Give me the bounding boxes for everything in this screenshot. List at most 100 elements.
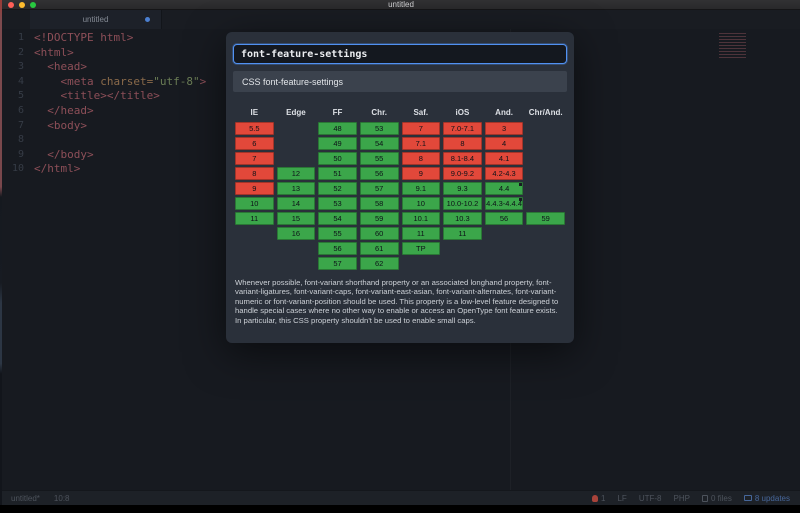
support-cell[interactable]: 9.3: [443, 182, 482, 195]
code-line[interactable]: </html>: [34, 162, 206, 177]
support-cell[interactable]: 55: [359, 152, 399, 165]
support-cell[interactable]: 4.2-4.3: [484, 167, 524, 180]
support-cell[interactable]: 9: [401, 167, 441, 180]
status-errors[interactable]: 1: [592, 494, 605, 503]
support-cell[interactable]: 9: [235, 182, 274, 195]
support-cell[interactable]: 61: [359, 242, 399, 255]
search-input[interactable]: [233, 44, 567, 64]
column-header: Edge: [286, 108, 306, 117]
code-line[interactable]: </body>: [34, 148, 206, 163]
code-line[interactable]: <body>: [34, 119, 206, 134]
support-cell[interactable]: 4.1: [484, 152, 524, 165]
empty-cell: [235, 257, 274, 270]
support-cell[interactable]: 55: [318, 227, 357, 240]
support-cell[interactable]: 62: [359, 257, 399, 270]
status-encoding[interactable]: UTF-8: [639, 494, 662, 503]
support-cell[interactable]: 6: [235, 137, 274, 150]
minimap[interactable]: [719, 33, 746, 60]
support-cell[interactable]: 50: [318, 152, 357, 165]
code-line[interactable]: <html>: [34, 46, 206, 61]
support-cell[interactable]: 14: [276, 197, 316, 210]
code-line[interactable]: <head>: [34, 60, 206, 75]
support-cell[interactable]: 7.0-7.1: [443, 122, 482, 135]
support-cell[interactable]: 54: [318, 212, 357, 225]
code-line[interactable]: <meta charset="utf-8">: [34, 75, 207, 90]
support-cell[interactable]: 58: [359, 197, 399, 210]
support-cell[interactable]: 9.1: [401, 182, 441, 195]
support-table-body: 5.5 48 53 7 7.0-7.1 3 6 49 54 7.1 8 4 7 50 55 8 8.1-8.4 4…: [235, 122, 565, 270]
code-line[interactable]: [34, 133, 206, 148]
support-cell[interactable]: 57: [318, 257, 357, 270]
support-cell[interactable]: 54: [359, 137, 399, 150]
support-cell[interactable]: 59: [359, 212, 399, 225]
support-cell[interactable]: 49: [318, 137, 357, 150]
support-cell[interactable]: 15: [276, 212, 316, 225]
support-cell[interactable]: 16: [276, 227, 316, 240]
search-result-item[interactable]: CSS font-feature-settings: [233, 71, 567, 92]
status-syntax[interactable]: PHP: [674, 494, 690, 503]
zoom-window-button[interactable]: [30, 2, 36, 8]
support-cell[interactable]: 56: [359, 167, 399, 180]
support-cell[interactable]: 48: [318, 122, 357, 135]
support-cell[interactable]: 59: [526, 212, 565, 225]
tab-untitled[interactable]: untitled: [30, 10, 162, 29]
support-cell[interactable]: 4.4.3-4.4.4: [484, 197, 524, 210]
support-cell[interactable]: 51: [318, 167, 357, 180]
support-cell[interactable]: 10: [401, 197, 441, 210]
status-updates[interactable]: 8 updates: [743, 494, 790, 503]
code-lines[interactable]: <!DOCTYPE html> <html> <head> <meta chars…: [34, 31, 206, 177]
support-cell[interactable]: 8: [235, 167, 274, 180]
support-cell[interactable]: 11: [443, 227, 482, 240]
support-cell[interactable]: 9.0-9.2: [443, 167, 482, 180]
window-titlebar: untitled: [2, 0, 800, 10]
support-cell[interactable]: 11: [235, 212, 274, 225]
support-cell[interactable]: 3: [484, 122, 524, 135]
close-window-button[interactable]: [8, 2, 14, 8]
support-cell[interactable]: 8: [443, 137, 482, 150]
empty-cell: [526, 137, 565, 150]
support-cell[interactable]: 10.1: [401, 212, 441, 225]
support-cell[interactable]: 11: [401, 227, 441, 240]
support-cell[interactable]: 13: [276, 182, 316, 195]
support-cell[interactable]: 56: [484, 212, 524, 225]
support-cell[interactable]: 53: [359, 122, 399, 135]
support-cell[interactable]: 10.3: [443, 212, 482, 225]
support-cell[interactable]: 56: [318, 242, 357, 255]
support-cell[interactable]: 7: [235, 152, 274, 165]
status-cursor-position[interactable]: 10:8: [53, 493, 70, 503]
status-files[interactable]: 0 files: [701, 494, 732, 503]
status-line-ending[interactable]: LF: [617, 494, 626, 503]
support-cell[interactable]: 4.4: [484, 182, 524, 195]
code-line[interactable]: <!DOCTYPE html>: [34, 31, 206, 46]
code-token: <head>: [47, 60, 87, 74]
error-count: 1: [601, 493, 606, 503]
support-cell[interactable]: 10.0-10.2: [443, 197, 482, 210]
line-number: 5: [17, 90, 24, 102]
empty-cell: [526, 182, 565, 195]
empty-cell: [526, 242, 565, 255]
bug-icon: [592, 494, 599, 502]
support-cell[interactable]: 10: [235, 197, 274, 210]
support-cell[interactable]: 7: [401, 122, 441, 135]
support-cell[interactable]: 53: [318, 197, 357, 210]
code-token: [34, 148, 47, 161]
support-cell[interactable]: 12: [276, 167, 316, 180]
support-cell[interactable]: 8: [401, 152, 441, 165]
feature-description: Whenever possible, font-variant shorthan…: [235, 278, 559, 325]
support-cell[interactable]: 5.5: [235, 122, 274, 135]
support-cell[interactable]: 4: [484, 137, 524, 150]
support-cell[interactable]: 7.1: [401, 137, 441, 150]
code-token: <html>: [34, 45, 74, 59]
support-cell[interactable]: 57: [359, 182, 399, 195]
support-cell[interactable]: 60: [359, 227, 399, 240]
minimize-window-button[interactable]: [19, 2, 25, 8]
code-line[interactable]: </head>: [34, 104, 206, 119]
code-line[interactable]: <title></title>: [34, 89, 206, 104]
code-token: [34, 119, 47, 132]
support-cell[interactable]: 52: [318, 182, 357, 195]
support-cell[interactable]: 8.1-8.4: [443, 152, 482, 165]
line-number: 2: [17, 46, 24, 58]
support-cell[interactable]: TP: [401, 242, 441, 255]
package-icon: [743, 495, 752, 501]
